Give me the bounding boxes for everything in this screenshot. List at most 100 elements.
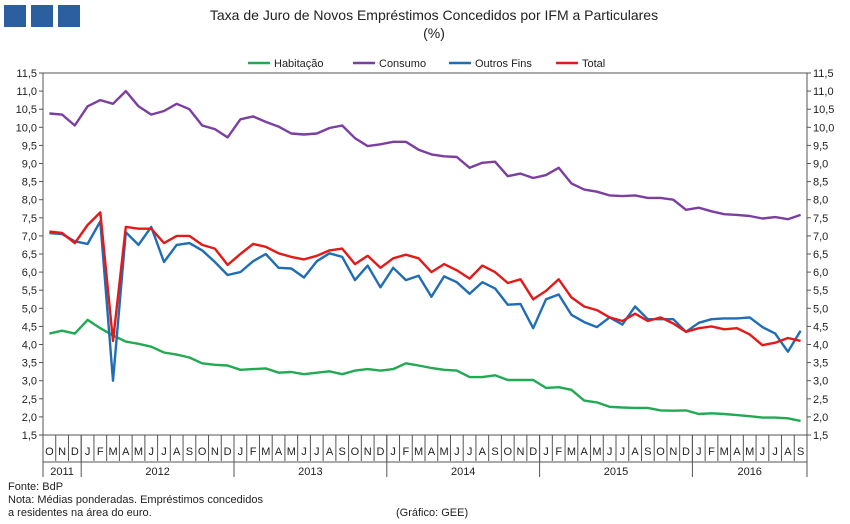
y-tick-label: 8,0 [22,195,37,207]
x-month-label: J [760,446,766,458]
gee-logo [4,5,80,27]
x-month-label: J [314,446,320,458]
y-tick-label: 1,5 [813,430,828,442]
x-month-label: A [122,446,130,458]
x-month-label: N [517,446,525,458]
x-month-label: M [134,446,143,458]
y-tick-label: 1,5 [22,430,37,442]
x-month-label: A [428,446,436,458]
y-tick-label: 2,5 [22,394,37,406]
x-month-label: N [364,446,372,458]
x-month-label: J [467,446,473,458]
x-month-label: A [580,446,588,458]
x-month-label: N [211,446,219,458]
x-month-label: J [148,446,154,458]
x-month-label: J [390,446,396,458]
x-month-label: A [733,446,741,458]
y-tick-label: 9,5 [813,140,828,152]
x-month-label: M [414,446,423,458]
y-tick-label: 6,5 [22,249,37,261]
y-tick-label: 5,0 [22,303,37,315]
y-tick-label: 9,0 [22,159,37,171]
series-line-total [49,211,801,347]
chart-subtitle: (%) [423,25,445,41]
y-tick-label: 7,0 [22,231,37,243]
x-month-label: S [797,446,804,458]
x-month-label: F [708,446,715,458]
x-month-label: O [45,446,54,458]
x-month-label: M [440,446,449,458]
legend-label: Total [582,58,605,70]
y-tick-label: 11,0 [813,86,834,98]
x-month-label: A [275,446,283,458]
logo-square [31,5,53,27]
series-line-outros-fins [49,220,802,382]
y-tick-label: 10,5 [16,104,37,116]
x-month-label: O [351,446,360,458]
y-tick-label: 6,0 [22,267,37,279]
x-month-label: J [85,446,91,458]
y-tick-label: 2,0 [813,412,828,424]
x-month-label: A [784,446,792,458]
x-month-label: D [376,446,384,458]
chart-title: Taxa de Juro de Novos Empréstimos Conced… [209,7,659,23]
series-line-habitação [49,318,801,423]
y-tick-label: 10,0 [16,122,37,134]
x-month-label: J [620,446,626,458]
x-year-label: 2011 [50,466,74,478]
footnote-line-2: a residentes na área do euro. [8,507,152,519]
y-tick-label: 6,5 [813,249,828,261]
x-year-label: 2015 [604,466,628,478]
y-tick-label: 4,5 [813,321,828,333]
x-month-label: J [161,446,167,458]
x-month-label: M [745,446,754,458]
y-tick-label: 3,0 [813,376,828,388]
x-month-label: S [491,446,498,458]
x-month-label: M [261,446,270,458]
x-month-label: S [186,446,193,458]
x-month-label: M [287,446,296,458]
y-tick-label: 2,0 [22,412,37,424]
y-tick-label: 3,0 [22,376,37,388]
y-tick-label: 5,5 [22,285,37,297]
legend-label: Outros Fins [475,58,532,70]
source-note: Fonte: BdP [8,481,64,493]
series-lines [49,89,802,423]
y-tick-label: 4,5 [22,321,37,333]
logo-square [4,5,26,27]
x-month-label: D [682,446,690,458]
x-month-label: J [696,446,702,458]
x-month-label: A [631,446,639,458]
x-month-label: J [238,446,244,458]
y-tick-label: 3,5 [813,358,828,370]
x-month-label: O [503,446,512,458]
x-month-label: M [567,446,576,458]
y-tick-label: 11,0 [16,86,37,98]
x-month-label: A [326,446,334,458]
x-month-label: J [607,446,613,458]
series-line-consumo [49,89,801,221]
x-month-label: F [250,446,257,458]
y-tick-label: 5,5 [813,285,828,297]
x-month-label: D [529,446,537,458]
x-month-label: M [592,446,601,458]
plot-frame [42,72,808,436]
x-month-label: O [198,446,207,458]
x-month-label: F [555,446,562,458]
y-tick-label: 7,0 [813,231,828,243]
y-tick-label: 8,5 [813,177,828,189]
x-month-label: J [772,446,778,458]
x-month-label: N [669,446,677,458]
x-month-label: J [454,446,460,458]
y-tick-label: 5,0 [813,303,828,315]
x-year-label: 2014 [451,466,475,478]
chart-credit: (Gráfico: GEE) [396,507,469,519]
x-month-label: A [479,446,487,458]
y-tick-label: 4,0 [22,340,37,352]
x-month-label: D [71,446,79,458]
x-month-label: M [108,446,117,458]
x-month-label: F [97,446,104,458]
y-tick-label: 7,5 [22,213,37,225]
y-tick-label: 9,0 [813,159,828,171]
y-tick-label: 10,5 [813,104,834,116]
